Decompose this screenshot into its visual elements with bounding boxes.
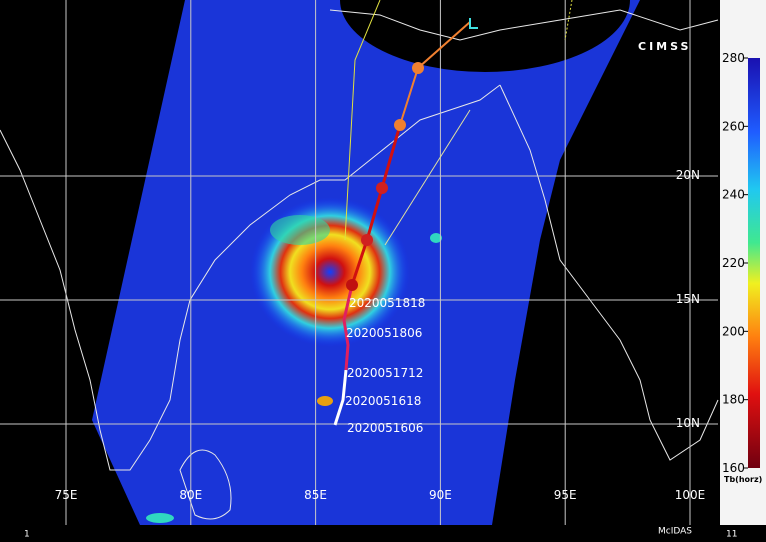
convection — [317, 396, 333, 406]
colorbar-tick-label: 200 — [722, 324, 745, 338]
track-point — [376, 182, 388, 194]
track-end — [469, 18, 478, 29]
storm-track — [333, 369, 348, 426]
lon-label: 90E — [429, 488, 452, 502]
colorbar-label: Tb(horz) — [724, 475, 762, 484]
convection — [430, 233, 442, 243]
swath-gap — [340, 0, 630, 72]
orbit-line — [384, 109, 471, 246]
orbit-line — [344, 0, 381, 241]
coastline — [499, 84, 719, 461]
logo: CIMSS — [638, 40, 691, 53]
colorbar-tick-label: 260 — [722, 119, 745, 133]
coastline — [329, 9, 719, 41]
lon-label: 85E — [304, 488, 327, 502]
cloud-band — [270, 215, 330, 245]
lat-label: 20N — [676, 168, 700, 182]
track-label: 2020051618 — [345, 394, 421, 408]
storm-track — [342, 284, 354, 371]
storm-track — [350, 124, 402, 286]
track-point — [346, 279, 358, 291]
colorbar-tick-label: 280 — [722, 51, 745, 65]
storm-core — [250, 197, 410, 347]
colorbar-tick-label: 240 — [722, 188, 745, 202]
lat-label: 15N — [676, 292, 700, 306]
lon-label: 100E — [675, 488, 706, 502]
track-label: 2020051712 — [347, 366, 423, 380]
lon-label: 80E — [179, 488, 202, 502]
footer — [0, 525, 718, 542]
footer-text: McIDAS — [658, 527, 692, 537]
footer-text: 11 — [726, 530, 737, 540]
lon-label: 95E — [554, 488, 577, 502]
footer-text: 1 — [24, 530, 30, 540]
track-point — [361, 234, 373, 246]
convection — [146, 513, 174, 523]
colorbar-tick-label: 180 — [722, 393, 745, 407]
track-label: 2020051606 — [347, 421, 423, 435]
coastline — [0, 84, 501, 471]
track-point — [394, 119, 406, 131]
colorbar-ticks: 280 260 240 220 200 180 160 — [722, 51, 748, 475]
colorbar — [748, 58, 760, 468]
colorbar-tick-label: 220 — [722, 256, 745, 270]
lon-label: 75E — [55, 488, 78, 502]
orbit-line — [564, 0, 573, 41]
track-label: 2020051806 — [346, 326, 422, 340]
track-point — [412, 62, 424, 74]
coastline — [179, 449, 232, 520]
track-label: 2020051818 — [349, 296, 425, 310]
lat-label: 10N — [676, 416, 700, 430]
colorbar-tick-label: 160 — [722, 461, 745, 475]
graticule: 75E 80E 85E 90E 95E 100E 20N 15N 10N — [0, 0, 718, 525]
